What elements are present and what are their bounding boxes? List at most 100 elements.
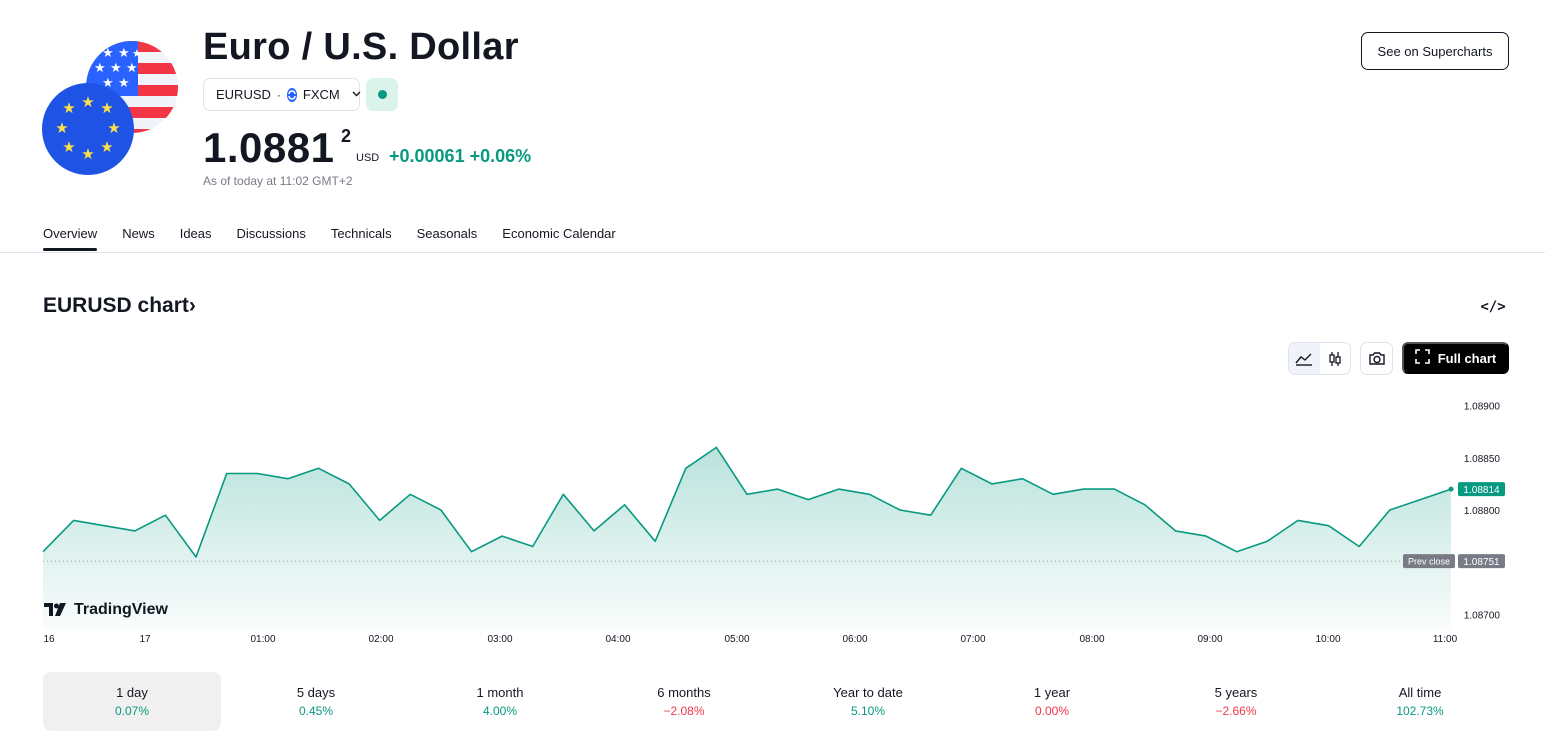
price-currency: USD [356, 152, 380, 164]
range-change: 5.10% [850, 704, 886, 718]
svg-text:★: ★ [118, 76, 130, 91]
candles-icon[interactable] [1320, 343, 1351, 374]
range-change: −2.66% [1215, 704, 1257, 718]
x-tick-label: 06:00 [842, 634, 867, 645]
svg-text:★: ★ [94, 61, 106, 76]
chart-title-link[interactable]: EURUSD chart› [43, 294, 196, 318]
x-tick-label: 07:00 [960, 634, 985, 645]
range-label: Year to date [833, 685, 903, 700]
range-label: 5 years [1214, 685, 1258, 700]
prev-close-label: Prev close [1408, 557, 1450, 567]
range-change: 0.00% [1034, 704, 1070, 718]
prev-close-tag [1403, 554, 1455, 569]
range-1-day[interactable]: 1 day 0.07% [43, 672, 221, 731]
x-tick-label: 11:00 [1433, 634, 1458, 645]
range-label: 6 months [657, 685, 711, 700]
svg-text:★: ★ [81, 145, 94, 163]
tab-overview[interactable]: Overview [43, 226, 98, 251]
x-tick-label: 03:00 [487, 634, 512, 645]
svg-text:★: ★ [132, 47, 142, 60]
exchange-name: FXCM [302, 87, 340, 102]
svg-text:★: ★ [107, 119, 120, 137]
range-5-years[interactable]: 5 years −2.66% [1147, 672, 1325, 731]
price-value: 1.0881 [203, 124, 335, 171]
tradingview-wordmark: TradingView [74, 601, 168, 618]
x-tick-label: 02:00 [368, 634, 393, 645]
svg-text:★: ★ [118, 46, 130, 61]
tab-ideas[interactable]: Ideas [179, 226, 212, 241]
x-tick-label: 05:00 [724, 634, 749, 645]
range-all-time[interactable]: All time 102.73% [1331, 672, 1509, 731]
svg-text:★: ★ [81, 93, 94, 111]
range-1-month[interactable]: 1 month 4.00% [411, 672, 589, 731]
y-tick-label: 1.08850 [1464, 454, 1501, 465]
broker-icon [286, 87, 297, 102]
camera-icon[interactable] [1360, 342, 1393, 375]
symbol-exchange-selector[interactable]: EURUSD · FXCM [203, 78, 361, 111]
svg-text:★: ★ [102, 76, 114, 91]
price-area-fill [43, 447, 1451, 630]
tradingview-watermark: TradingView [44, 601, 168, 619]
section-tabs: Overview News Ideas Discussions Technica… [43, 226, 641, 251]
market-open-dot-icon [377, 90, 387, 99]
tab-news[interactable]: News [122, 226, 155, 241]
range-change: 4.00% [482, 704, 518, 718]
range-label: 1 day [116, 685, 148, 700]
svg-text:★: ★ [62, 99, 75, 117]
tab-economic-calendar[interactable]: Economic Calendar [502, 226, 616, 241]
current-price-badge [1458, 482, 1505, 497]
svg-text:★: ★ [62, 138, 75, 156]
market-status-indicator[interactable] [366, 78, 398, 111]
range-label: All time [1398, 685, 1442, 700]
price-line [42, 446, 1452, 558]
see-on-supercharts-button[interactable]: See on Supercharts [1361, 32, 1509, 70]
full-chart-button[interactable]: Full chart [1402, 342, 1509, 374]
svg-text:★: ★ [110, 61, 122, 76]
price-change: +0.00061 +0.06% [389, 146, 532, 166]
svg-text:★: ★ [100, 138, 113, 156]
x-tick-label: 10:00 [1315, 634, 1340, 645]
code-embed-icon[interactable]: </> [1480, 299, 1506, 315]
y-tick-label: 1.08900 [1464, 402, 1501, 413]
eu-flag-icon [42, 83, 134, 175]
range-6-months[interactable]: 6 months −2.08% [595, 672, 773, 731]
price-superscript: 2 [341, 126, 352, 146]
chart-title-text: EURUSD chart [43, 294, 189, 317]
fullscreen-icon [1414, 349, 1430, 367]
svg-text:★: ★ [102, 46, 114, 61]
current-price-label: 1.08814 [1463, 485, 1500, 496]
tabs-divider [0, 252, 1545, 253]
y-tick-label: 1.08700 [1464, 610, 1501, 621]
tab-discussions[interactable]: Discussions [236, 226, 306, 241]
x-tick-label: 04:00 [605, 634, 630, 645]
x-tick-label: 16 [43, 634, 55, 645]
range-change: 0.45% [298, 704, 334, 718]
chart-style-toggle [1288, 342, 1351, 375]
price-chart[interactable]: 1.08900 1.08850 1.08800 1.08700 16 17 01:00 02:… [0, 380, 1545, 645]
tradingview-logo-icon [44, 603, 66, 616]
area-chart-icon[interactable] [1289, 343, 1320, 374]
x-tick-label: 17 [139, 634, 151, 645]
range-label: 5 days [296, 685, 336, 700]
page-title: Euro / U.S. Dollar [203, 26, 519, 68]
x-tick-label: 09:00 [1197, 634, 1222, 645]
range-change: 102.73% [1396, 704, 1444, 718]
range-5-days[interactable]: 5 days 0.45% [227, 672, 405, 731]
svg-text:★: ★ [126, 61, 138, 76]
price-point [1448, 486, 1454, 492]
tab-technicals[interactable]: Technicals [330, 226, 392, 241]
svg-text:★: ★ [100, 99, 113, 117]
range-1-year[interactable]: 1 year 0.00% [963, 672, 1141, 731]
range-label: 1 month [476, 685, 524, 700]
tab-seasonals[interactable]: Seasonals [416, 226, 478, 241]
range-year-to-date[interactable]: Year to date 5.10% [779, 672, 957, 731]
prev-close-value: 1.08751 [1463, 557, 1500, 568]
symbol-name: EURUSD [216, 87, 271, 102]
svg-text:★: ★ [55, 119, 68, 137]
prev-close-badge [1458, 554, 1505, 569]
y-tick-label: 1.08800 [1464, 506, 1501, 517]
chevron-down-icon [352, 89, 361, 100]
full-chart-label: Full chart [1437, 350, 1497, 366]
range-label: 1 year [1033, 685, 1071, 700]
x-tick-label: 01:00 [250, 634, 275, 645]
